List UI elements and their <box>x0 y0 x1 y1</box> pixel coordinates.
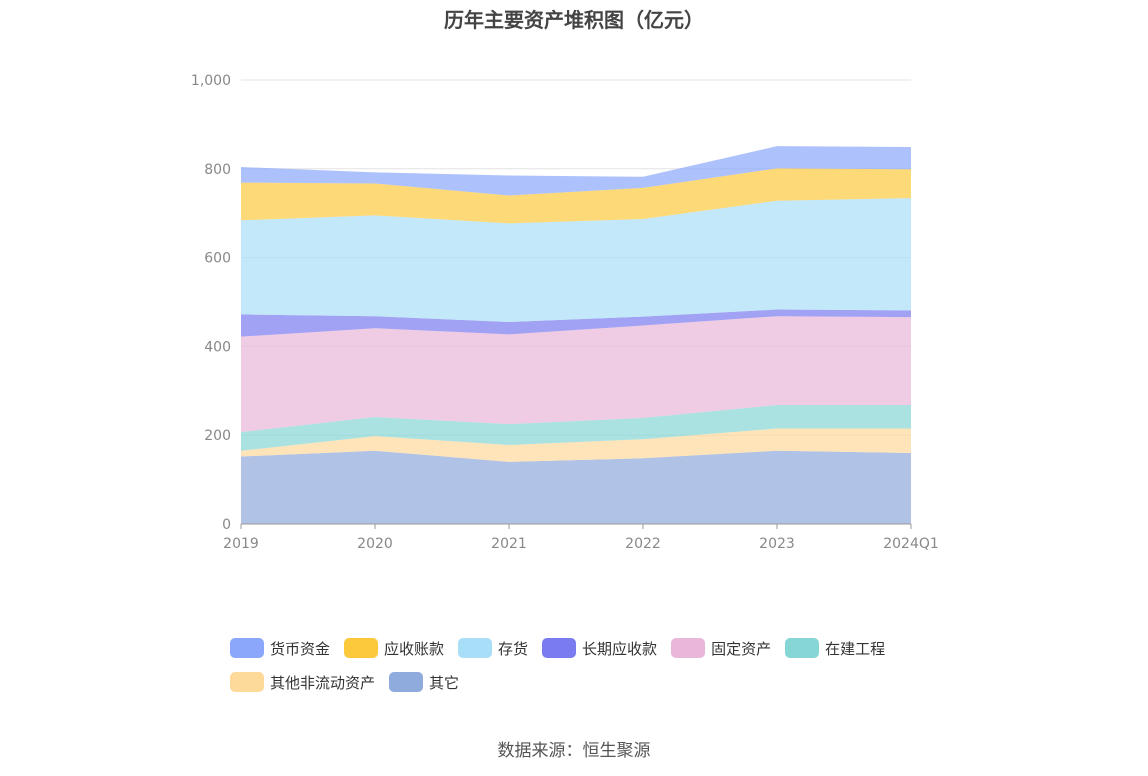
y-tick-label: 800 <box>204 162 231 178</box>
x-tick-label: 2020 <box>357 536 393 552</box>
legend-label: 货币资金 <box>270 639 331 658</box>
area-series <box>241 146 911 196</box>
area-series <box>241 450 911 524</box>
legend-item[interactable]: 货币资金 <box>230 636 330 660</box>
x-tick-label: 2022 <box>625 536 661 552</box>
x-tick-label: 2019 <box>223 536 259 552</box>
legend-item[interactable]: 存货 <box>458 636 528 660</box>
data-source-note: 数据来源：恒生聚源 <box>497 741 651 761</box>
legend-item[interactable]: 在建工程 <box>785 636 885 660</box>
legend-item[interactable]: 其他非流动资产 <box>230 670 375 694</box>
legend-swatch <box>230 638 264 658</box>
legend-swatch <box>230 672 264 692</box>
y-tick-label: 400 <box>204 339 231 355</box>
x-tick-label: 2023 <box>759 536 795 552</box>
legend-swatch <box>671 638 706 658</box>
legend-label: 长期应收款 <box>582 639 658 658</box>
legend-label: 存货 <box>498 639 529 658</box>
legend-swatch <box>785 638 820 658</box>
legend-item[interactable]: 应收账款 <box>344 636 444 660</box>
area-series <box>241 428 911 462</box>
legend-item[interactable]: 固定资产 <box>671 636 771 660</box>
x-tick-label: 2024Q1 <box>883 536 939 552</box>
stacked-area-chart: 0 200 400 600 800 1,000 2019 2020 2021 2022 2023 20… <box>191 73 939 552</box>
area-series <box>241 309 911 337</box>
area-series <box>241 405 911 451</box>
legend-swatch <box>458 638 493 658</box>
area-series <box>241 168 911 224</box>
legend-label: 应收账款 <box>384 639 445 658</box>
legend-label: 固定资产 <box>711 639 772 658</box>
chart-legend: 货币资金 应收账款 存货 长期应收款 固定资产 在建工程其他非流动资产 其它 <box>230 636 950 704</box>
x-tick-label: 2021 <box>491 536 527 552</box>
legend-label: 其他非流动资产 <box>270 673 376 692</box>
chart-title: 历年主要资产堆积图（亿元） <box>444 8 704 32</box>
area-series <box>241 198 911 322</box>
y-tick-label: 600 <box>204 251 231 267</box>
legend-swatch <box>389 672 424 692</box>
legend-item[interactable]: 长期应收款 <box>542 636 657 660</box>
y-tick-label: 0 <box>222 517 231 533</box>
legend-label: 在建工程 <box>825 639 886 658</box>
area-series <box>241 316 911 433</box>
y-tick-label: 1,000 <box>191 73 231 89</box>
legend-item[interactable]: 其它 <box>389 670 459 694</box>
legend-swatch <box>542 638 577 658</box>
legend-swatch <box>344 638 379 658</box>
legend-label: 其它 <box>429 673 460 692</box>
y-tick-label: 200 <box>204 428 231 444</box>
